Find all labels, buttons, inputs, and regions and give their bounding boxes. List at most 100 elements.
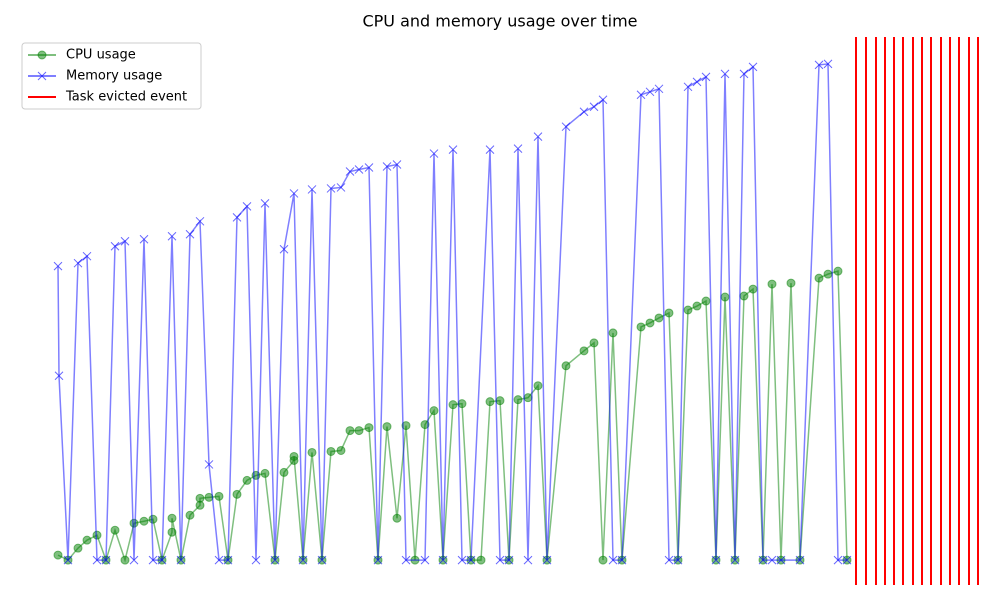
cpu-point xyxy=(260,468,270,478)
cpu-point xyxy=(307,447,317,457)
cpu-point xyxy=(664,308,674,318)
memory-point xyxy=(54,371,64,381)
cpu-point xyxy=(786,278,796,288)
cpu-point xyxy=(392,513,402,523)
memory-point xyxy=(214,555,224,565)
memory-point xyxy=(139,234,149,244)
cpu-point xyxy=(382,422,392,432)
memory-point xyxy=(523,555,533,565)
memory-point xyxy=(542,555,552,565)
memory-point xyxy=(589,102,599,112)
memory-point xyxy=(654,84,664,94)
memory-point xyxy=(167,231,177,241)
cpu-point xyxy=(53,550,63,560)
cpu-point xyxy=(167,513,177,523)
memory-point xyxy=(767,555,777,565)
memory-point xyxy=(204,460,214,469)
cpu-point xyxy=(82,535,92,545)
memory-point xyxy=(110,241,120,251)
cpu-point xyxy=(701,296,711,306)
memory-point xyxy=(307,185,317,194)
series-line xyxy=(57,63,847,561)
memory-point xyxy=(401,555,411,565)
memory-point xyxy=(823,59,833,69)
memory-point xyxy=(579,107,589,117)
cpu-point xyxy=(654,313,664,323)
memory-point xyxy=(82,251,92,261)
cpu-point xyxy=(739,291,749,301)
cpu-point xyxy=(120,555,130,565)
cpu-point xyxy=(523,393,533,403)
cpu-point xyxy=(533,381,543,391)
memory-point xyxy=(420,555,430,565)
memory-point xyxy=(232,212,242,222)
memory-point xyxy=(260,199,270,208)
cpu-point xyxy=(448,400,458,410)
memory-point xyxy=(457,555,467,565)
cpu-point xyxy=(833,266,843,276)
legend-label: CPU usage xyxy=(66,48,136,63)
cpu-point xyxy=(110,525,120,535)
memory-point xyxy=(711,555,721,565)
memory-point xyxy=(701,72,711,82)
cpu-point xyxy=(748,284,758,294)
memory-point xyxy=(336,183,346,192)
memory-point xyxy=(842,555,852,565)
cpu-point xyxy=(167,527,177,537)
memory-point xyxy=(364,163,374,172)
cpu-point xyxy=(767,279,777,289)
memory-point xyxy=(485,145,495,154)
legend-marker xyxy=(37,71,47,81)
chart-title: CPU and memory usage over time xyxy=(362,12,637,31)
memory-point xyxy=(317,555,327,565)
cpu-point xyxy=(232,489,242,499)
memory-point xyxy=(195,216,205,226)
cpu-point xyxy=(420,420,430,430)
legend-marker xyxy=(37,50,47,60)
memory-point xyxy=(279,244,289,254)
plot-area xyxy=(53,37,979,585)
memory-point xyxy=(664,555,674,565)
memory-point xyxy=(392,160,402,169)
cpu-point xyxy=(139,516,149,526)
memory-point xyxy=(326,184,336,193)
memory-point xyxy=(354,165,364,174)
memory-point xyxy=(382,162,392,171)
cpu-point xyxy=(645,318,655,328)
memory-point xyxy=(513,144,523,153)
memory-point xyxy=(504,555,514,565)
memory-point xyxy=(776,555,786,565)
cpu-point xyxy=(195,493,205,503)
cpu-point xyxy=(636,322,646,332)
memory-point xyxy=(833,555,843,565)
memory-point xyxy=(608,555,618,565)
cpu-point xyxy=(598,555,608,565)
memory-point xyxy=(242,202,252,211)
memory-point xyxy=(129,555,139,565)
cpu-point xyxy=(561,361,571,371)
memory-point xyxy=(429,149,439,158)
memory-point xyxy=(466,555,476,565)
cpu-point xyxy=(401,421,411,431)
memory-point xyxy=(53,261,63,271)
memory-point xyxy=(345,167,355,176)
cpu-point xyxy=(242,475,252,485)
memory-point xyxy=(120,236,130,246)
cpu-point xyxy=(476,555,486,565)
cpu-point xyxy=(823,269,833,279)
memory-point xyxy=(373,555,383,565)
cpu-point xyxy=(485,397,495,407)
legend-label: Memory usage xyxy=(66,69,162,84)
memory-point xyxy=(73,258,83,268)
cpu-point xyxy=(336,445,346,455)
memory-point xyxy=(673,555,683,565)
memory-point xyxy=(289,189,299,198)
cpu-point xyxy=(345,426,355,436)
cpu-point xyxy=(814,273,824,283)
memory-point xyxy=(176,555,186,565)
memory-point xyxy=(157,555,167,565)
cpu-point xyxy=(279,467,289,477)
memory-point xyxy=(251,555,261,565)
memory-point xyxy=(814,60,824,70)
